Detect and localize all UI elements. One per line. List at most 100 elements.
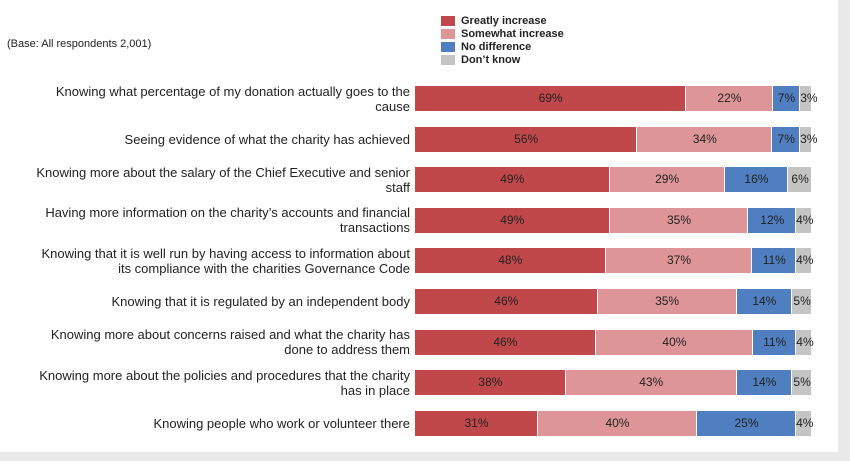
bar-value-label: 5% (793, 294, 811, 308)
bar-value-label: 34% (692, 131, 717, 146)
bar-segment (792, 370, 812, 396)
bar-segment (724, 167, 789, 193)
category-label-line: Seeing evidence of what the charity has … (124, 131, 410, 147)
bar-value-label: 46% (493, 334, 518, 349)
bar-value-label: 5% (793, 375, 811, 390)
bar-value-label: 40% (662, 334, 687, 349)
bar-segment (796, 207, 812, 233)
bar-segment (796, 329, 812, 355)
bar-segment (800, 126, 812, 152)
legend-label: Don’t know (461, 53, 521, 66)
bar-segment (415, 289, 598, 314)
category-label-line: has in place (340, 382, 410, 398)
category-label: Knowing that it is regulated by an indep… (10, 294, 411, 309)
bar-value-label: 14% (752, 294, 777, 308)
bar-segment (415, 329, 596, 355)
bar-value-label: 35% (655, 294, 680, 308)
legend-item: No difference (441, 40, 564, 53)
bar-segment (609, 167, 725, 193)
category-label-line: Knowing people who work or volunteer the… (153, 415, 410, 431)
bar-value-label: 16% (744, 172, 769, 187)
bar-segment (788, 167, 812, 193)
bar-value-label: 6% (791, 172, 809, 187)
category-label-line: Having more information on the charity’s… (45, 205, 410, 221)
bar-segment (772, 126, 801, 152)
bar-value-label: 49% (500, 212, 525, 227)
category-label: Knowing what percentage of my donation a… (10, 84, 410, 114)
right-edge-border (838, 0, 850, 461)
bar-segment (637, 126, 773, 152)
category-label-line: Knowing what percentage of my donation a… (55, 83, 410, 99)
bar-value-label: 35% (666, 212, 691, 227)
category-label-line: Knowing more about concerns raised and w… (50, 327, 410, 343)
bar-value-label: 3% (800, 91, 818, 105)
bar-segment (597, 289, 737, 314)
bar-segment (686, 86, 773, 111)
bar-segment (415, 167, 610, 193)
bar-segment (736, 370, 793, 396)
bottom-edge-border (0, 452, 850, 461)
legend-label: No difference (461, 40, 532, 53)
bar-value-label: 29% (655, 172, 680, 187)
bar-segment (609, 207, 749, 233)
bar-segment (415, 207, 610, 233)
bar-segment (748, 207, 797, 233)
legend-item: Somewhat increase (441, 27, 564, 40)
legend-item: Greatly increase (441, 14, 564, 27)
base-note: (Base: All respondents 2,001) (7, 38, 152, 50)
legend-swatch (441, 54, 455, 65)
category-label: Having more information on the charity’s… (10, 205, 410, 235)
bar-segment (792, 289, 812, 314)
bar-segment (415, 86, 687, 111)
bar-value-label: 25% (734, 415, 759, 430)
chart-legend: Greatly increase Somewhat increase No diff… (441, 14, 564, 66)
bar-value-label: 48% (498, 253, 523, 268)
bar-value-label: 7% (777, 91, 796, 105)
category-label-line: cause (375, 98, 410, 114)
category-label-line: Knowing more about the policies and proc… (39, 367, 410, 383)
bar-value-label: 49% (500, 172, 525, 187)
bar-segment (753, 329, 797, 355)
bar-value-label: 4% (796, 212, 814, 227)
bar-segment (736, 289, 793, 314)
bar-value-label: 4% (796, 415, 814, 430)
category-label: Knowing more about the policies and proc… (10, 368, 410, 398)
bar-value-label: 3% (800, 131, 818, 146)
legend-swatch (441, 28, 455, 39)
bar-value-label: 40% (605, 415, 630, 430)
bar-value-label: 56% (514, 131, 539, 146)
category-label: Knowing that it is well run by having ac… (10, 246, 410, 276)
category-label-line: Knowing more about the salary of the Chi… (36, 164, 410, 180)
category-label-line: staff (385, 179, 410, 195)
legend-swatch (441, 41, 455, 52)
bar-segment (605, 248, 753, 274)
bar-value-label: 69% (538, 91, 563, 105)
legend-label: Greatly increase (461, 14, 547, 27)
category-label-line: done to address them (284, 342, 410, 358)
bar-value-label: 4% (796, 334, 814, 349)
bar-segment (752, 248, 797, 274)
bar-value-label: 11% (763, 334, 787, 349)
bar-segment (538, 410, 697, 436)
category-label-line: Knowing that it is well run by having ac… (41, 245, 410, 261)
bar-segment (696, 410, 797, 436)
bar-value-label: 4% (796, 253, 814, 268)
category-label: Knowing people who work or volunteer the… (10, 416, 410, 431)
category-label: Knowing more about the salary of the Chi… (10, 165, 410, 195)
bar-segment (565, 370, 737, 396)
bar-value-label: 43% (639, 375, 664, 390)
bar-value-label: 38% (478, 375, 503, 390)
legend-swatch (441, 15, 455, 26)
bar-value-label: 12% (760, 212, 785, 227)
bar-segment (595, 329, 754, 355)
bar-value-label: 14% (752, 375, 777, 390)
bar-segment (415, 370, 566, 396)
bar-segment (796, 410, 812, 436)
category-label-line: Knowing that it is regulated by an indep… (111, 294, 411, 309)
bar-segment (796, 248, 812, 274)
bar-segment (415, 410, 539, 436)
category-label: Knowing more about concerns raised and w… (10, 327, 410, 357)
category-label: Seeing evidence of what the charity has … (10, 132, 410, 147)
bar-value-label: 37% (666, 253, 691, 268)
